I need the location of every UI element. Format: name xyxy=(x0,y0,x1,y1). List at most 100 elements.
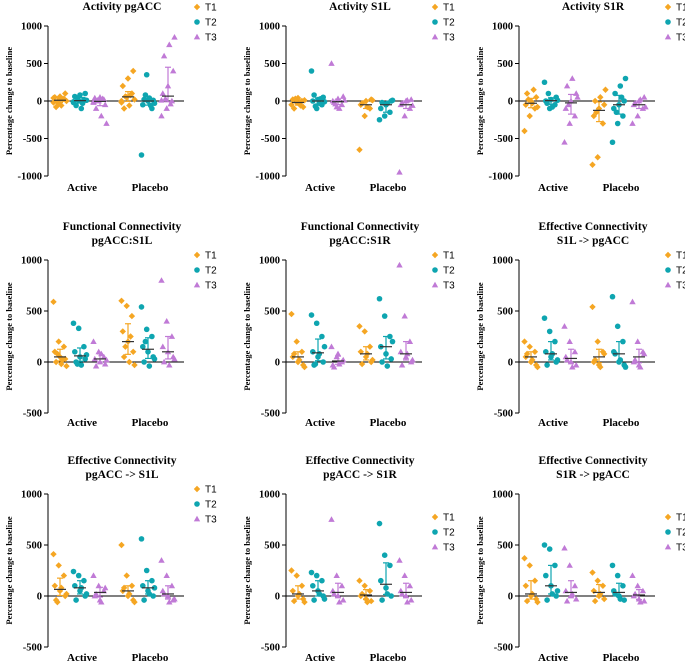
chart-panel: Effective Connectivity S1L -> pgACC Percen… xyxy=(475,221,685,429)
data-point xyxy=(52,103,60,111)
data-point xyxy=(98,598,105,605)
chart-panel: Activity S1R Percentage change to baselin… xyxy=(475,1,685,194)
data-point xyxy=(321,343,328,350)
data-point xyxy=(554,588,561,594)
data-point xyxy=(356,323,363,330)
data-point xyxy=(289,587,296,595)
data-point xyxy=(158,557,165,563)
category-label: Placebo xyxy=(132,652,169,663)
data-point xyxy=(521,127,528,135)
data-point xyxy=(164,82,172,89)
data-point xyxy=(573,361,580,368)
data-point xyxy=(130,348,137,355)
data-point xyxy=(552,562,558,569)
chart-title: Effective Connectivity xyxy=(539,221,648,233)
data-point xyxy=(383,585,389,591)
data-point xyxy=(83,97,90,104)
legend-label: T1 xyxy=(676,3,685,14)
data-point xyxy=(590,358,597,366)
data-point xyxy=(59,96,66,103)
data-point xyxy=(100,353,108,360)
y-tick-label: -500 xyxy=(494,409,513,420)
legend-label: T2 xyxy=(205,18,217,29)
data-point xyxy=(602,86,609,93)
data-point xyxy=(389,338,396,345)
category-label: Active xyxy=(305,652,335,663)
data-point xyxy=(594,338,601,345)
data-point xyxy=(126,590,133,598)
chart-panel: Functional Connectivity pgACC:S1R Percenta… xyxy=(242,221,455,429)
legend-label: T2 xyxy=(205,266,217,277)
y-axis-label: Percentage change to baseline xyxy=(4,282,14,390)
data-point xyxy=(641,94,648,100)
data-point xyxy=(170,67,177,74)
data-point xyxy=(534,598,541,606)
data-point xyxy=(83,352,90,358)
data-point xyxy=(563,82,571,89)
data-point xyxy=(376,520,383,527)
data-point xyxy=(622,75,629,82)
data-point xyxy=(308,569,315,576)
chart-panel: Functional Connectivity pgACC:S1L Percenta… xyxy=(4,221,217,429)
category-label: Placebo xyxy=(603,417,640,429)
data-point xyxy=(590,112,597,120)
data-point xyxy=(566,120,573,126)
data-point xyxy=(591,597,599,605)
data-point xyxy=(143,71,150,78)
y-axis-label: Percentage change to baseline xyxy=(242,282,252,390)
category-label: Active xyxy=(538,652,568,663)
data-point xyxy=(149,333,155,340)
data-point xyxy=(522,582,529,589)
data-point xyxy=(316,591,323,597)
data-point xyxy=(561,323,568,329)
data-point xyxy=(168,333,176,339)
data-point xyxy=(330,363,338,370)
data-point xyxy=(297,102,304,109)
chart-title: pgACC -> S1L xyxy=(85,469,158,481)
data-point xyxy=(541,79,548,86)
category-label: Placebo xyxy=(603,182,640,194)
data-point xyxy=(159,90,166,96)
data-point xyxy=(431,281,439,288)
data-point xyxy=(162,95,169,102)
data-point xyxy=(409,356,416,363)
data-point xyxy=(431,251,439,259)
data-point xyxy=(338,101,346,108)
data-point xyxy=(288,567,295,574)
data-point xyxy=(664,281,672,288)
data-point xyxy=(58,584,65,592)
data-point xyxy=(158,97,165,103)
data-point xyxy=(396,557,403,563)
data-point xyxy=(431,543,439,550)
data-point xyxy=(378,105,384,112)
data-point xyxy=(310,349,316,355)
category-label: Placebo xyxy=(370,417,407,429)
y-tick-label: 500 xyxy=(497,307,513,318)
data-point xyxy=(404,598,411,605)
data-point xyxy=(629,298,636,305)
data-point xyxy=(591,97,599,105)
data-point xyxy=(612,90,618,97)
data-point xyxy=(530,86,537,93)
legend-label: T2 xyxy=(443,266,455,277)
legend-label: T3 xyxy=(443,543,455,554)
y-tick-label: 1000 xyxy=(21,22,42,33)
category-label: Placebo xyxy=(132,417,169,429)
data-point xyxy=(591,356,599,364)
data-point xyxy=(398,361,406,368)
y-tick-label: -1000 xyxy=(489,172,514,183)
data-point xyxy=(81,577,87,584)
data-point xyxy=(533,595,540,603)
legend-label: T1 xyxy=(676,513,685,524)
data-point xyxy=(387,562,393,569)
data-point xyxy=(102,584,109,591)
y-tick-label: -500 xyxy=(23,134,42,145)
data-point xyxy=(193,485,201,493)
data-point xyxy=(614,572,621,579)
data-point xyxy=(431,3,439,11)
data-point xyxy=(562,105,569,111)
data-point xyxy=(389,97,396,104)
data-point xyxy=(120,105,128,112)
data-point xyxy=(193,515,201,522)
data-point xyxy=(618,94,625,101)
